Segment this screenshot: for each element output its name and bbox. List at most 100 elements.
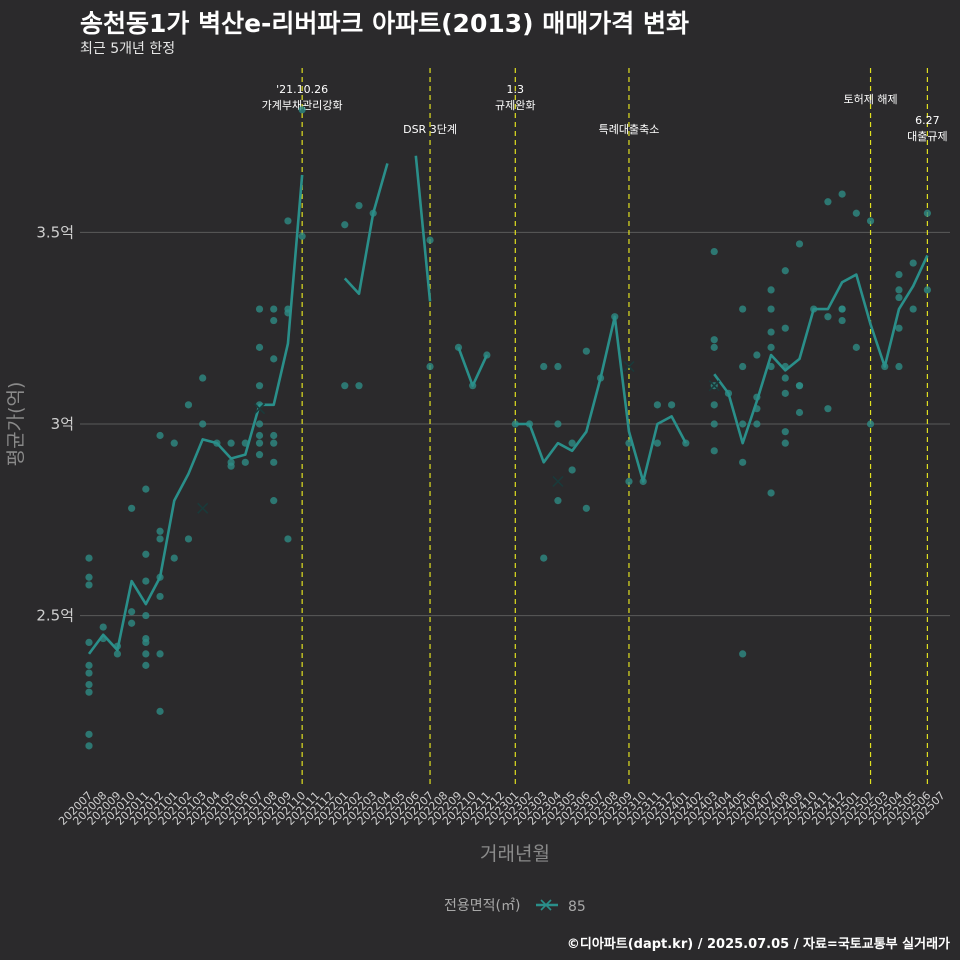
- data-point: [653, 401, 662, 409]
- data-point: [866, 217, 875, 225]
- data-point: [625, 477, 633, 486]
- y-tick-layer: 2.5억 3억 3.5억: [36, 223, 74, 624]
- data-point: [341, 382, 349, 390]
- data-point: [199, 420, 207, 428]
- data-point: [227, 462, 235, 470]
- data-point: [540, 554, 548, 562]
- data-point: [923, 209, 931, 217]
- data-point: [781, 439, 789, 447]
- point-layer: [85, 106, 931, 750]
- data-point: [156, 431, 164, 440]
- legend-label: 85: [568, 899, 586, 915]
- data-point: [909, 259, 917, 267]
- chart-subtitle: 최근 5개년 한정: [80, 41, 176, 57]
- data-point: [895, 362, 903, 371]
- data-point: [270, 458, 278, 466]
- x-marker-stroke: [623, 360, 635, 373]
- data-point: [426, 236, 434, 244]
- data-point: [156, 707, 164, 715]
- data-point: [781, 324, 789, 332]
- marker-layer: [197, 360, 720, 514]
- data-point: [142, 577, 150, 585]
- mean-price-line: [414, 155, 432, 302]
- data-point: [142, 661, 150, 669]
- legend-title: 전용면적(㎡): [444, 898, 520, 914]
- data-point: [753, 420, 761, 428]
- data-point: [142, 550, 150, 558]
- data-point: [355, 382, 363, 390]
- data-point: [582, 347, 590, 355]
- data-point: [781, 267, 789, 275]
- data-point: [767, 305, 775, 313]
- data-point: [85, 669, 93, 677]
- chart-title: 송천동1가 벽산e-리버파크 아파트(2013) 매매가격 변화: [80, 9, 689, 38]
- data-point: [255, 431, 264, 440]
- event-label: 토허제 해제: [843, 92, 897, 106]
- data-point: [284, 217, 292, 225]
- data-point: [355, 202, 363, 210]
- data-point: [710, 336, 718, 344]
- x-marker: [253, 403, 266, 415]
- data-point: [838, 190, 846, 198]
- x-marker: [552, 475, 564, 488]
- data-point: [923, 286, 931, 294]
- data-point: [739, 420, 747, 428]
- data-point: [739, 305, 747, 313]
- data-point: [739, 362, 747, 371]
- data-point: [554, 420, 562, 428]
- event-label: DSR 3단계: [403, 123, 457, 136]
- data-point: [568, 466, 576, 474]
- line-layer: [87, 155, 929, 655]
- data-point: [852, 343, 860, 351]
- x-tick-layer: 2020072020082020092020102020112020122021…: [56, 789, 947, 828]
- data-point: [710, 447, 718, 455]
- data-point: [554, 497, 562, 505]
- data-point: [85, 680, 93, 689]
- data-point: [85, 661, 93, 669]
- data-point: [128, 608, 136, 616]
- data-point: [85, 554, 93, 562]
- data-point: [85, 573, 93, 581]
- data-point: [142, 638, 150, 647]
- data-point: [270, 439, 278, 447]
- event-label: 규제완화: [495, 99, 535, 112]
- mean-price-line: [87, 174, 304, 655]
- data-point: [156, 535, 164, 543]
- data-point: [781, 389, 789, 397]
- data-point: [795, 240, 804, 248]
- data-point: [156, 650, 164, 658]
- x-marker-stroke: [253, 403, 266, 415]
- data-point: [753, 351, 761, 359]
- data-point: [227, 439, 235, 447]
- data-point: [710, 420, 718, 428]
- data-point: [128, 619, 136, 627]
- x-marker: [197, 502, 209, 514]
- data-point: [824, 405, 832, 413]
- data-point: [255, 439, 264, 447]
- event-label: 6.27: [915, 114, 940, 127]
- data-point: [767, 489, 775, 497]
- data-point: [838, 305, 846, 313]
- mean-price-line: [713, 254, 929, 445]
- data-point: [582, 504, 590, 512]
- data-point: [85, 581, 93, 589]
- data-point: [767, 343, 775, 351]
- data-point: [255, 420, 264, 428]
- x-marker-stroke: [197, 502, 209, 514]
- data-point: [255, 343, 264, 351]
- data-point: [866, 420, 875, 428]
- legend: 전용면적(㎡) 85: [444, 898, 586, 915]
- data-point: [270, 497, 278, 505]
- data-point: [781, 428, 789, 436]
- data-point: [284, 535, 292, 543]
- data-point: [739, 650, 747, 658]
- data-point: [895, 270, 903, 279]
- data-point: [199, 374, 207, 382]
- data-point: [85, 730, 93, 738]
- data-point: [540, 362, 548, 371]
- data-point: [184, 401, 193, 409]
- data-point: [99, 623, 107, 631]
- data-point: [838, 316, 846, 325]
- data-point: [170, 554, 178, 562]
